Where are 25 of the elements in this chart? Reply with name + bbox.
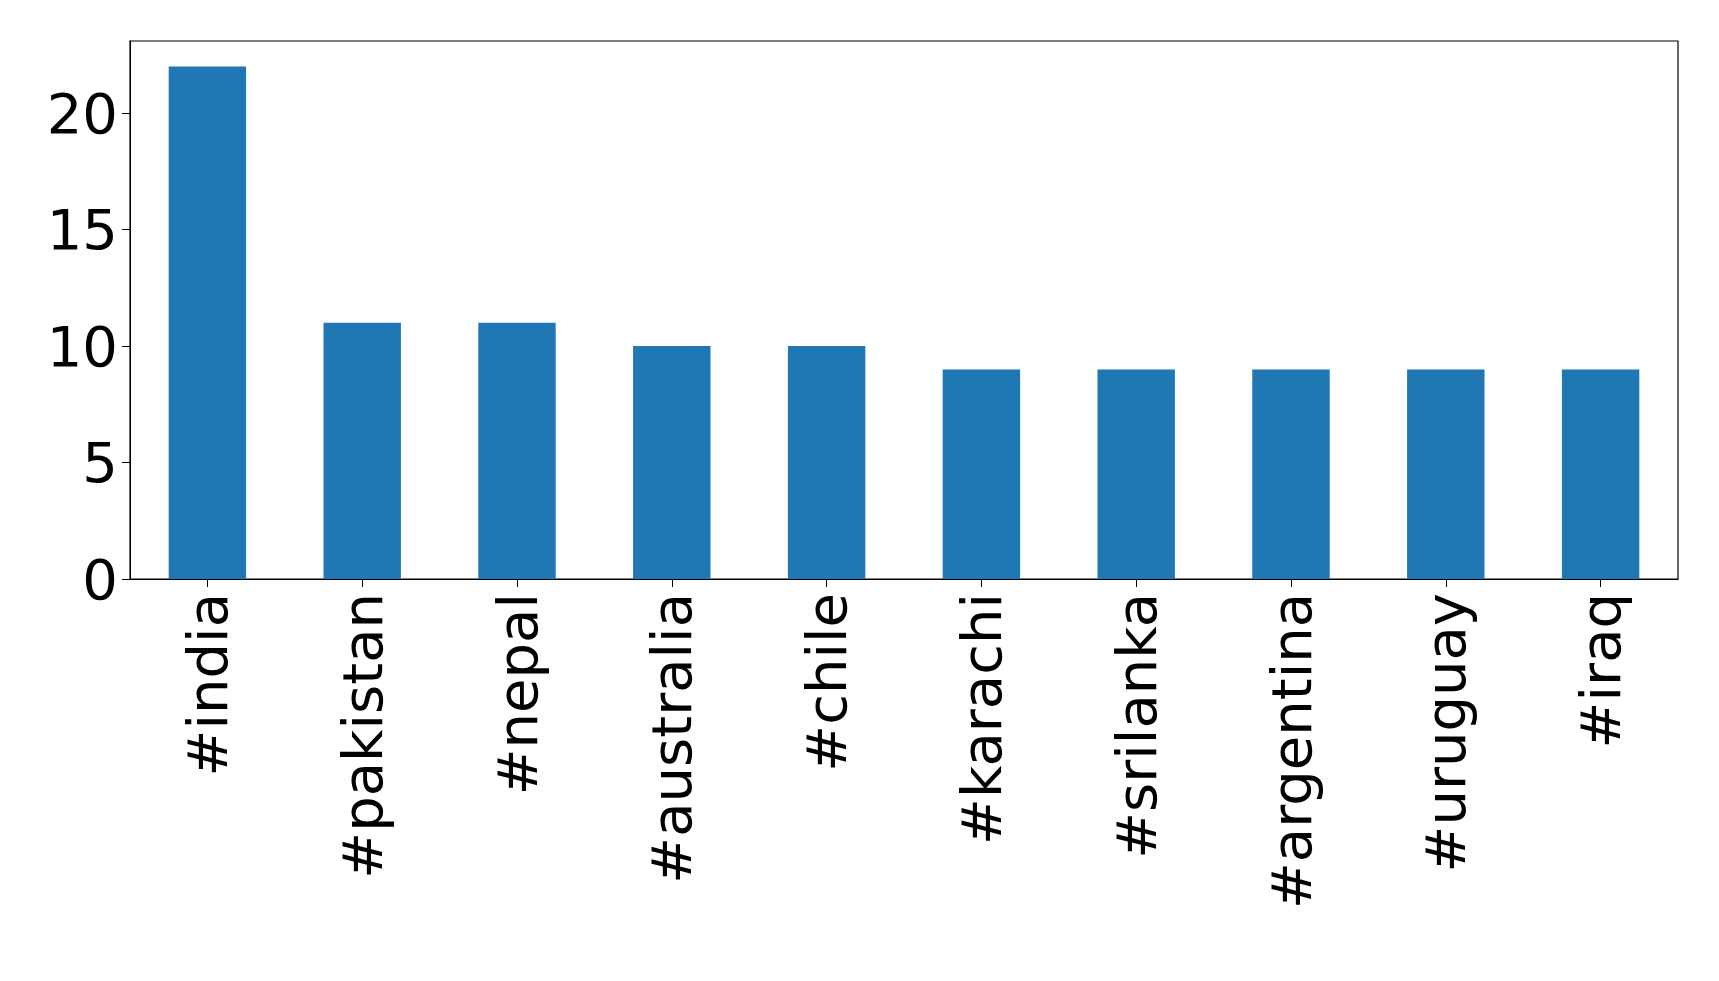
y-tick-label: 0	[82, 546, 118, 612]
y-tick-label: 5	[82, 430, 118, 496]
bar	[323, 322, 401, 579]
x-tick-label: #argentina	[1258, 593, 1324, 910]
x-tick-label: #australia	[639, 593, 705, 884]
x-tick-label: #chile	[794, 593, 860, 772]
bar	[478, 322, 556, 579]
y-tick-label: 15	[46, 197, 118, 263]
x-tick-label: #pakistan	[329, 593, 395, 879]
x-tick-label: #srilanka	[1103, 593, 1169, 859]
y-tick-label: 20	[46, 80, 118, 146]
bar	[1252, 369, 1330, 579]
x-tick-label: #nepal	[484, 593, 550, 796]
x-tick-label: #uruguay	[1413, 593, 1479, 873]
x-tick-label: #karachi	[948, 593, 1014, 845]
bar	[1561, 369, 1640, 579]
bar	[787, 346, 866, 579]
bar	[1407, 369, 1485, 579]
bar	[168, 66, 247, 579]
bar	[1097, 369, 1175, 579]
x-tick-label: #india	[174, 593, 240, 777]
bar	[633, 346, 711, 579]
x-tick-label: #iraq	[1568, 593, 1634, 749]
y-tick-label: 10	[46, 313, 118, 379]
bar	[942, 369, 1021, 579]
